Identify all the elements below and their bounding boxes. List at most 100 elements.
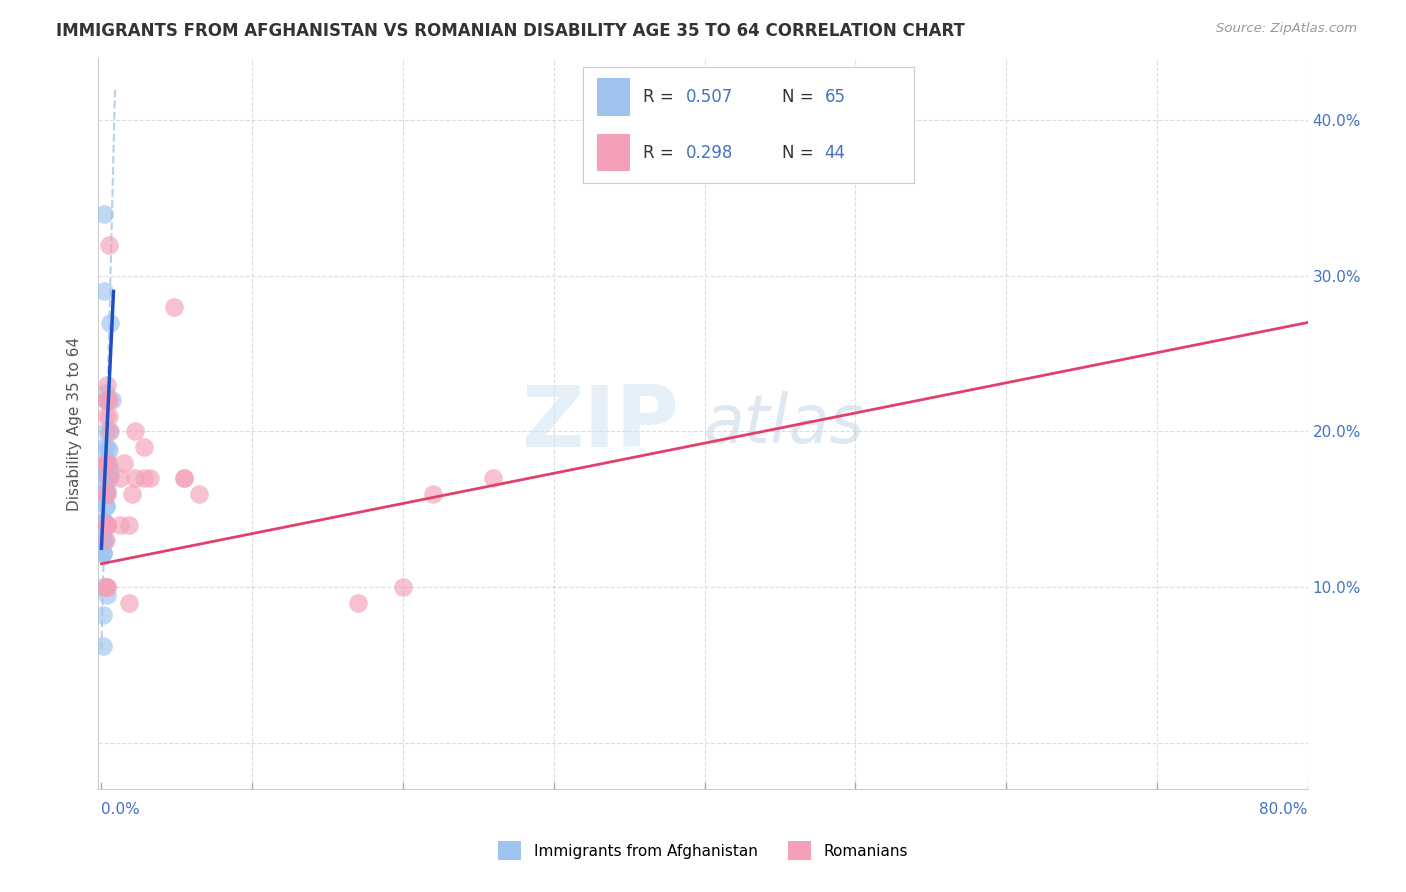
Point [94,468,117,483]
Point [100,316,122,330]
Text: 80.0%: 80.0% [1260,802,1308,817]
Point [96,456,118,470]
Point [94,393,117,408]
Point [91,533,114,548]
Point [96,468,118,483]
Point [91,533,114,548]
Point [94,499,117,513]
Point [91,608,114,623]
Point [108,517,131,532]
Text: 0.298: 0.298 [686,144,734,161]
Point [96,458,118,473]
Point [132,440,155,454]
Point [96,456,118,470]
Point [163,300,186,314]
Point [173,471,195,485]
Point [94,468,117,483]
Point [91,533,114,548]
Point [91,533,114,548]
Point [117,517,139,532]
Point [91,533,114,548]
Point [96,452,118,467]
Point [482,471,505,485]
Point [124,471,146,485]
Text: R =: R = [643,144,679,161]
Point [91,530,114,544]
Point [422,487,444,501]
Bar [596,78,630,116]
Point [100,425,122,439]
Point [93,487,115,501]
Point [93,515,115,529]
Point [108,471,131,485]
Point [93,468,115,483]
Point [94,456,117,470]
Point [94,456,117,470]
Text: ZIP: ZIP [522,382,679,466]
Legend: Immigrants from Afghanistan, Romanians: Immigrants from Afghanistan, Romanians [492,835,914,866]
Text: 65: 65 [825,88,845,106]
Point [100,468,122,483]
Point [96,468,118,483]
Point [94,483,117,498]
Text: atlas: atlas [703,391,865,457]
Point [94,533,117,548]
Y-axis label: Disability Age 35 to 64: Disability Age 35 to 64 [67,336,83,511]
Point [93,515,115,529]
Point [96,458,118,473]
Point [96,517,118,532]
Point [98,409,121,423]
Point [96,517,118,532]
Point [188,487,211,501]
Point [91,546,114,560]
Text: 0.0%: 0.0% [101,802,141,817]
Point [98,468,121,483]
Bar [596,134,630,171]
Point [91,533,114,548]
Point [124,425,146,439]
Point [94,487,117,501]
Text: 44: 44 [825,144,845,161]
Point [93,206,115,220]
Point [96,580,118,594]
Point [93,515,115,529]
Point [91,533,114,548]
Point [94,483,117,498]
Point [94,409,117,423]
Point [96,468,118,483]
Point [112,456,135,470]
Text: N =: N = [782,88,818,106]
Point [93,533,115,548]
Point [93,440,115,454]
Point [101,393,124,408]
Point [96,517,118,532]
Point [173,471,195,485]
Point [91,533,114,548]
Point [93,515,115,529]
Point [96,580,118,594]
Point [93,533,115,548]
Point [93,515,115,529]
Point [98,458,121,473]
Point [138,471,160,485]
Point [93,515,115,529]
Point [94,580,117,594]
Point [91,483,114,498]
Point [98,237,121,252]
Point [91,639,114,653]
Point [91,546,114,560]
Point [96,440,118,454]
Point [96,517,118,532]
Point [94,425,117,439]
Point [93,515,115,529]
Point [94,483,117,498]
Text: R =: R = [643,88,679,106]
Point [96,517,118,532]
Point [98,443,121,458]
Point [346,596,368,610]
Point [392,580,415,594]
Point [91,580,114,594]
Point [94,393,117,408]
Text: N =: N = [782,144,818,161]
Point [91,533,114,548]
